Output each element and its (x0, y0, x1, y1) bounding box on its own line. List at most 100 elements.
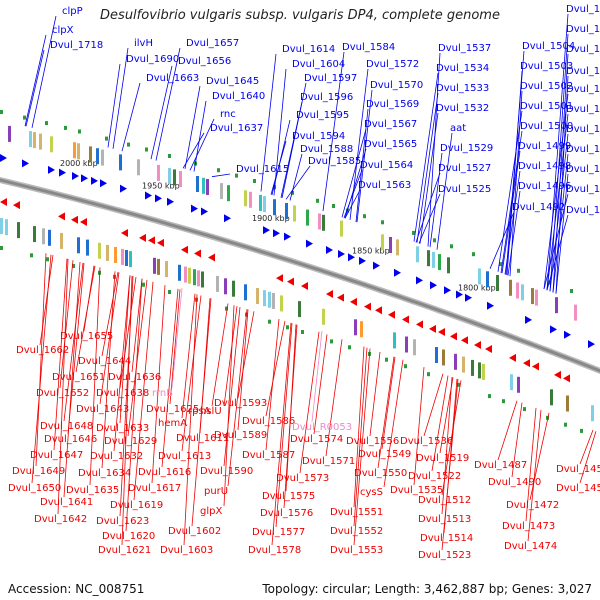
reverse-label-leader (497, 400, 518, 461)
reverse-gene-arrow (375, 306, 382, 315)
cog-feature-bar-forward (249, 191, 252, 208)
reverse-gene-label: Dvul_1522 (408, 471, 461, 482)
forward-gene-label: Dvul_1461 (566, 124, 600, 135)
inner-feature-mark (286, 325, 289, 330)
forward-label-leader (356, 89, 373, 223)
cog-feature-bar-reverse (354, 319, 357, 336)
forward-gene-arrow (59, 168, 66, 177)
cog-feature-bar-reverse (193, 269, 196, 286)
reverse-label-leader (169, 289, 181, 405)
reverse-gene-label: purU (204, 486, 228, 497)
forward-label-leader (543, 93, 569, 290)
cog-feature-bar-forward (516, 282, 519, 299)
forward-gene-label: Dvul_1503 (520, 61, 573, 72)
cog-feature-bar-forward (285, 203, 288, 219)
forward-gene-label: Dvul_1614 (282, 44, 335, 55)
cog-feature-bar-forward (119, 154, 122, 171)
reverse-gene-label: Dvul_1523 (418, 550, 471, 561)
outer-feature-mark (450, 244, 453, 249)
forward-label-leader (436, 132, 453, 250)
forward-label-leader (155, 47, 181, 161)
forward-label-leader (107, 63, 121, 148)
forward-gene-label: Dvul_1565 (364, 139, 417, 150)
forward-gene-label: Dvul_1645 (206, 76, 259, 87)
reverse-gene-arrow (438, 328, 445, 337)
reverse-gene-label: Dvul_1602 (168, 526, 221, 537)
forward-gene-label: Dvul_1657 (186, 38, 239, 49)
reverse-label-leader (223, 305, 235, 507)
inner-feature-mark (72, 264, 75, 268)
reverse-label-leader (127, 280, 148, 437)
cog-feature-bar-forward (263, 196, 266, 213)
outer-feature-mark (291, 190, 294, 195)
reverse-gene-arrow (350, 297, 357, 306)
reverse-gene-arrow (326, 290, 333, 299)
inner-feature-mark (268, 319, 271, 324)
forward-gene-label: Dvul_1569 (366, 99, 419, 110)
forward-gene-arrow (201, 207, 208, 216)
reverse-label-leader (325, 339, 343, 457)
cog-feature-bar-forward (73, 142, 76, 159)
forward-label-leader (501, 150, 521, 274)
forward-gene-arrow (373, 261, 380, 270)
reverse-gene-arrow (157, 238, 164, 247)
outer-feature-mark (64, 125, 67, 130)
rna-gene-label: Dvul_R0053 (292, 422, 352, 433)
forward-gene-label: Dvul_1637 (210, 123, 263, 134)
forward-label-leader (418, 193, 441, 244)
reverse-gene-label: Dvul_1649 (12, 466, 65, 477)
forward-gene-label: Dvul_1499 (518, 141, 571, 152)
reverse-gene-label: Dvul_1576 (260, 508, 313, 519)
reverse-gene-label: Dvul_1590 (200, 466, 253, 477)
forward-gene-label: Dvul_1604 (292, 59, 345, 70)
reverse-gene-arrow (181, 245, 188, 254)
reverse-gene-label: Dvul_1487 (474, 460, 527, 471)
reverse-label-leader (313, 334, 328, 435)
cog-feature-bar-reverse (280, 295, 283, 312)
reverse-label-leader (211, 303, 229, 407)
forward-label-leader (31, 15, 57, 128)
reverse-label-leader (119, 276, 137, 389)
reverse-gene-label: Dvul_1474 (504, 541, 557, 552)
reverse-gene-arrow (461, 336, 468, 345)
forward-gene-arrow (224, 214, 231, 223)
reverse-label-leader (31, 254, 52, 484)
forward-gene-arrow (338, 249, 345, 258)
cog-feature-bar-forward (227, 185, 230, 202)
reverse-label-leader (151, 285, 166, 484)
cog-feature-bar-forward (244, 190, 247, 207)
kbp-tick-label: 2000 kbp (60, 159, 98, 168)
forward-gene-label: Dvul_1597 (304, 73, 357, 84)
cog-feature-bar-forward (486, 271, 489, 288)
cog-feature-bar-forward (509, 279, 512, 296)
reverse-label-leader (223, 307, 241, 467)
reverse-gene-arrow (337, 293, 344, 302)
forward-label-leader (24, 34, 47, 127)
reverse-gene-label: Dvul_1655 (60, 331, 113, 342)
cog-feature-bar-reverse (197, 270, 200, 287)
accession-text: Accession: NC_008751 (8, 582, 145, 596)
reverse-gene-label: Dvul_1629 (104, 436, 157, 447)
cog-feature-bar-forward (8, 125, 11, 142)
forward-gene-label: Dvul_1462 (566, 104, 600, 115)
cog-feature-bar-forward (322, 214, 325, 231)
forward-label-leader (121, 82, 141, 152)
cog-feature-bar-forward (33, 132, 36, 149)
kbp-tick-label: 1850 kbp (352, 246, 390, 255)
forward-gene-label: Dvul_1529 (440, 143, 493, 154)
reverse-gene-label: Dvul_1647 (30, 450, 83, 461)
cog-feature-bar-reverse (360, 321, 363, 338)
reverse-gene-arrow (416, 320, 423, 329)
forward-label-leader (289, 153, 303, 201)
inner-feature-mark (142, 282, 145, 287)
forward-gene-arrow (155, 194, 162, 203)
forward-gene-arrow (167, 197, 174, 206)
forward-gene-label: Dvul_1640 (212, 91, 265, 102)
cog-feature-bar-forward (137, 159, 140, 176)
reverse-gene-arrow (364, 302, 371, 311)
inner-feature-mark (502, 399, 505, 404)
reverse-label-leader (53, 258, 68, 451)
forward-gene-arrow (22, 159, 29, 168)
reverse-label-leader (191, 298, 212, 527)
